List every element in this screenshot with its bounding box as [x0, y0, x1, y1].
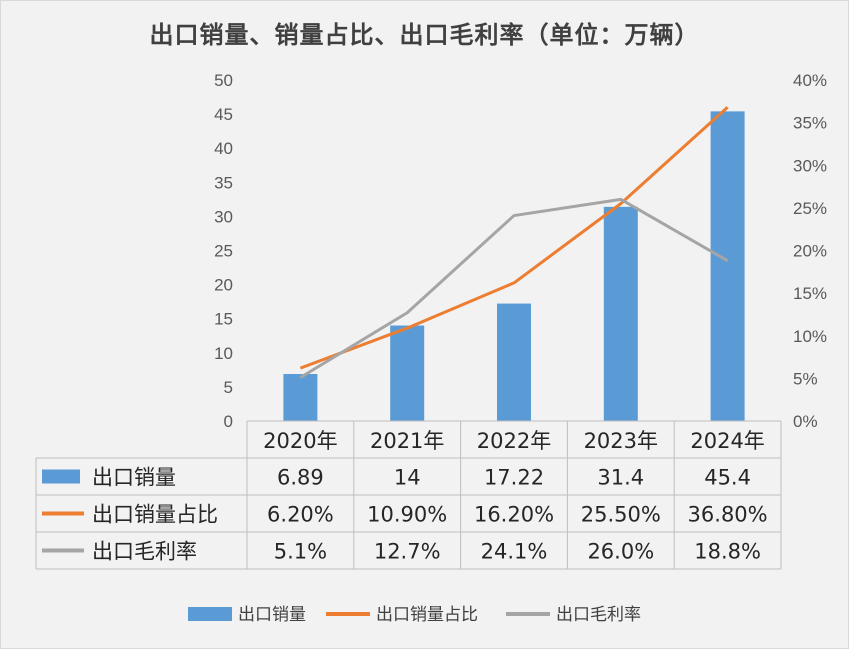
table-cell-value: 16.20%: [474, 503, 554, 527]
bar: [390, 325, 425, 421]
bar: [283, 374, 318, 421]
table-cell-value: 5.1%: [274, 540, 327, 564]
y-left-tick-label: 35: [214, 173, 233, 192]
legend-label: 出口销量占比: [376, 605, 478, 625]
table-cell-value: 31.4: [597, 466, 644, 490]
table-row-label: 出口毛利率: [92, 540, 197, 564]
y-left-tick-label: 30: [214, 207, 233, 226]
category-label: 2020年: [263, 429, 337, 453]
y-right-tick-label: 5%: [793, 369, 818, 388]
table-legend-swatch: [42, 469, 80, 484]
y-left-tick-label: 25: [214, 242, 233, 261]
chart-title: 出口销量、销量占比、出口毛利率（单位：万辆）: [149, 21, 700, 49]
y-left-tick-label: 40: [214, 139, 233, 158]
series-line: [299, 106, 729, 370]
table-cell-value: 45.4: [704, 466, 751, 490]
bar: [603, 206, 638, 421]
y-left-tick-label: 20: [214, 276, 233, 295]
table-row-label: 出口销量: [92, 466, 176, 490]
series-line: [299, 197, 729, 379]
category-label: 2021年: [370, 429, 444, 453]
y-left-tick-label: 50: [214, 71, 233, 90]
table-row-label: 出口销量占比: [92, 503, 218, 527]
bar: [710, 111, 745, 421]
bar: [497, 303, 531, 421]
y-right-tick-label: 25%: [793, 199, 827, 218]
y-left-tick-label: 45: [214, 105, 233, 124]
y-right-tick-label: 30%: [793, 156, 827, 175]
y-right-tick-label: 20%: [793, 242, 827, 261]
table-cell-value: 6.20%: [267, 503, 334, 527]
table-cell-value: 18.8%: [694, 540, 761, 564]
y-left-tick-label: 5: [224, 378, 233, 397]
table-cell-value: 26.0%: [587, 540, 654, 564]
table-cell-value: 25.50%: [581, 503, 661, 527]
table-cell-value: 10.90%: [367, 503, 447, 527]
y-right-tick-label: 40%: [793, 71, 827, 90]
y-right-tick-label: 35%: [793, 114, 827, 133]
table-cell-value: 12.7%: [374, 540, 441, 564]
table-cell-value: 14: [394, 466, 421, 490]
y-left-tick-label: 15: [214, 310, 233, 329]
table-cell-value: 36.80%: [688, 503, 768, 527]
y-right-tick-label: 15%: [793, 284, 827, 303]
y-left-tick-label: 0: [224, 412, 233, 431]
table-cell-value: 17.22: [484, 466, 544, 490]
category-label: 2024年: [690, 429, 764, 453]
category-label: 2023年: [584, 429, 658, 453]
legend-swatch: [188, 607, 232, 621]
y-right-tick-label: 0%: [793, 412, 818, 431]
table-cell-value: 6.89: [277, 466, 324, 490]
legend-label: 出口毛利率: [556, 605, 641, 625]
category-label: 2022年: [477, 429, 551, 453]
y-left-tick-label: 10: [214, 344, 233, 363]
legend-label: 出口销量: [238, 605, 306, 625]
y-right-tick-label: 10%: [793, 327, 827, 346]
table-cell-value: 24.1%: [481, 540, 548, 564]
